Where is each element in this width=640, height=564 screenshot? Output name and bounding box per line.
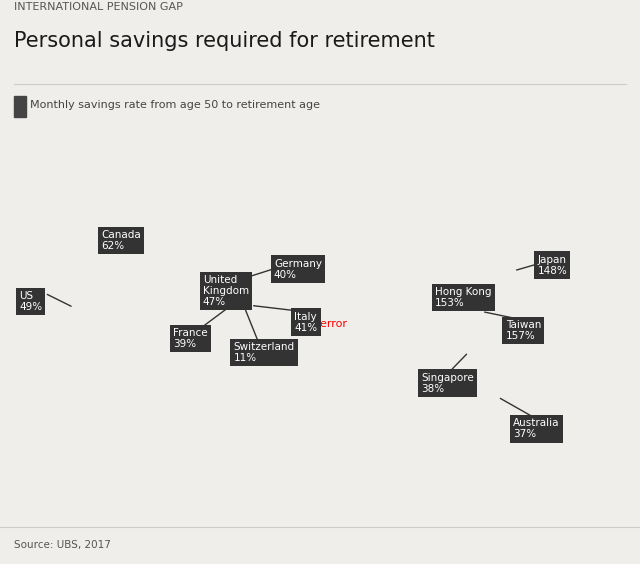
Text: Hong Kong
153%: Hong Kong 153% (435, 287, 492, 309)
Bar (14, 96, 26, 117)
Text: Monthly savings rate from age 50 to retirement age: Monthly savings rate from age 50 to reti… (30, 100, 320, 110)
Text: US
49%: US 49% (19, 291, 42, 312)
Text: Japan
148%: Japan 148% (538, 254, 567, 276)
Text: Personal savings required for retirement: Personal savings required for retirement (14, 31, 435, 51)
Text: Canada
62%: Canada 62% (101, 230, 141, 252)
Text: Switzerland
11%: Switzerland 11% (234, 342, 295, 363)
Text: Italy
41%: Italy 41% (294, 311, 317, 333)
Text: Map error: Map error (293, 319, 347, 329)
Text: Australia
37%: Australia 37% (513, 418, 560, 439)
Text: France
39%: France 39% (173, 328, 207, 349)
Text: INTERNATIONAL PENSION GAP: INTERNATIONAL PENSION GAP (14, 2, 183, 12)
Text: Taiwan
157%: Taiwan 157% (506, 320, 541, 341)
Text: Germany
40%: Germany 40% (274, 258, 322, 280)
Text: Singapore
38%: Singapore 38% (421, 373, 474, 394)
Text: United
Kingdom
47%: United Kingdom 47% (203, 275, 249, 307)
Text: Source: UBS, 2017: Source: UBS, 2017 (14, 540, 111, 550)
